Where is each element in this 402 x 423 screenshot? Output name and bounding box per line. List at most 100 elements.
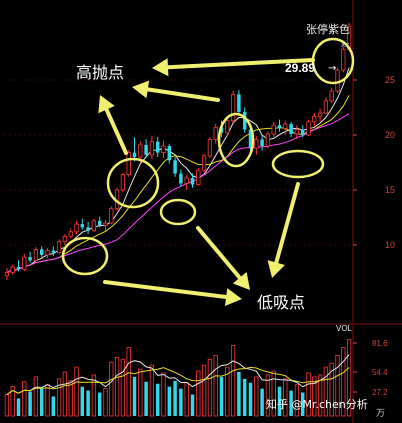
volume-panel [4,339,352,417]
price-tick-label: 15 [385,185,395,195]
volume-bar [80,386,85,416]
volume-bar [22,381,27,417]
volume-bar [51,396,56,416]
annotation-arrow [98,95,128,155]
volume-bar [167,386,172,416]
candle [283,120,288,135]
candle-body [341,48,346,71]
volume-bar [16,398,21,416]
volume-bar [335,354,340,417]
volume-bar [201,364,207,417]
candle-body [312,115,317,123]
candle [184,174,189,190]
candle-body [62,235,68,243]
candle-body [68,231,73,237]
annotation-arrow [103,280,242,306]
candle [179,169,183,187]
high-sell-label: 高抛点 [76,63,124,82]
arrow-head [232,271,250,290]
price-tick-label: 20 [385,130,395,140]
volume-bar [277,386,282,416]
candle [201,153,207,173]
candle-body [28,257,32,261]
volume-bar [109,361,114,417]
candle-body [283,123,288,129]
candle [51,246,56,256]
candle-body [213,126,218,140]
candle-body [190,177,195,185]
candle-body [97,220,102,226]
candle [39,246,44,258]
candle [80,218,85,230]
candle-body [138,144,143,158]
candle-body [132,152,137,157]
volume-bar [317,374,323,417]
candle-body [242,111,247,130]
candle-body [103,222,108,226]
volume-tick-label: 27.2 [372,388,388,397]
candle-body [201,155,207,171]
candle-body [317,112,323,117]
volume-bar [219,376,224,416]
candle-body [45,250,50,256]
candle-body [196,169,201,185]
candle-body [86,227,90,231]
candle [16,260,21,272]
volume-bar [283,378,288,417]
volume-tick-label: 54.4 [372,368,388,377]
candle [126,150,131,177]
volume-bar [329,362,334,417]
candle-body [254,138,259,149]
volume-bar [68,380,73,417]
candle [306,119,311,137]
annotation-arrow [132,80,220,102]
volume-bar [45,384,50,417]
candle-body [39,249,44,255]
candle [341,47,346,73]
vol-label: VOL [336,324,353,333]
candle [167,143,172,164]
volume-bar [74,366,79,417]
candle-body [225,120,230,134]
annotation-circle [159,198,197,226]
volume-axis: 81.6 54.4 27.2 [353,339,388,397]
candle [207,137,213,159]
volume-bar [190,394,195,416]
candle [45,248,50,259]
volume-bar [306,372,311,417]
candle [109,206,114,225]
annotation-circle [61,236,109,276]
candle-body [22,256,27,270]
candle-body [149,141,155,156]
price-axis: 10 15 20 25 [353,75,395,250]
watermark: 知乎 @Mr.chen分析 [266,397,368,411]
volume-bar [341,347,346,417]
arrow-head [132,80,150,99]
candle-body [260,139,264,146]
candle-body [329,90,334,102]
volume-bar [312,376,317,417]
candle [294,125,300,140]
volume-bar [86,390,90,416]
low-buy-label: 低吸点 [257,293,305,312]
candle-body [294,129,300,135]
candle [225,117,230,137]
candle [323,97,329,115]
volume-bar [62,371,68,417]
candle [33,247,39,262]
annotation-circle [106,157,160,209]
candle [10,264,15,275]
candle [190,173,195,188]
volume-bar [132,376,137,416]
candle-body [323,100,329,114]
candle-body [74,223,79,233]
volume-bar [33,376,39,417]
candle-body [126,152,131,176]
volume-bar [138,368,143,417]
candle-body [173,160,177,174]
candle [120,172,126,193]
candle [28,251,32,263]
annotation-circle [217,112,255,168]
